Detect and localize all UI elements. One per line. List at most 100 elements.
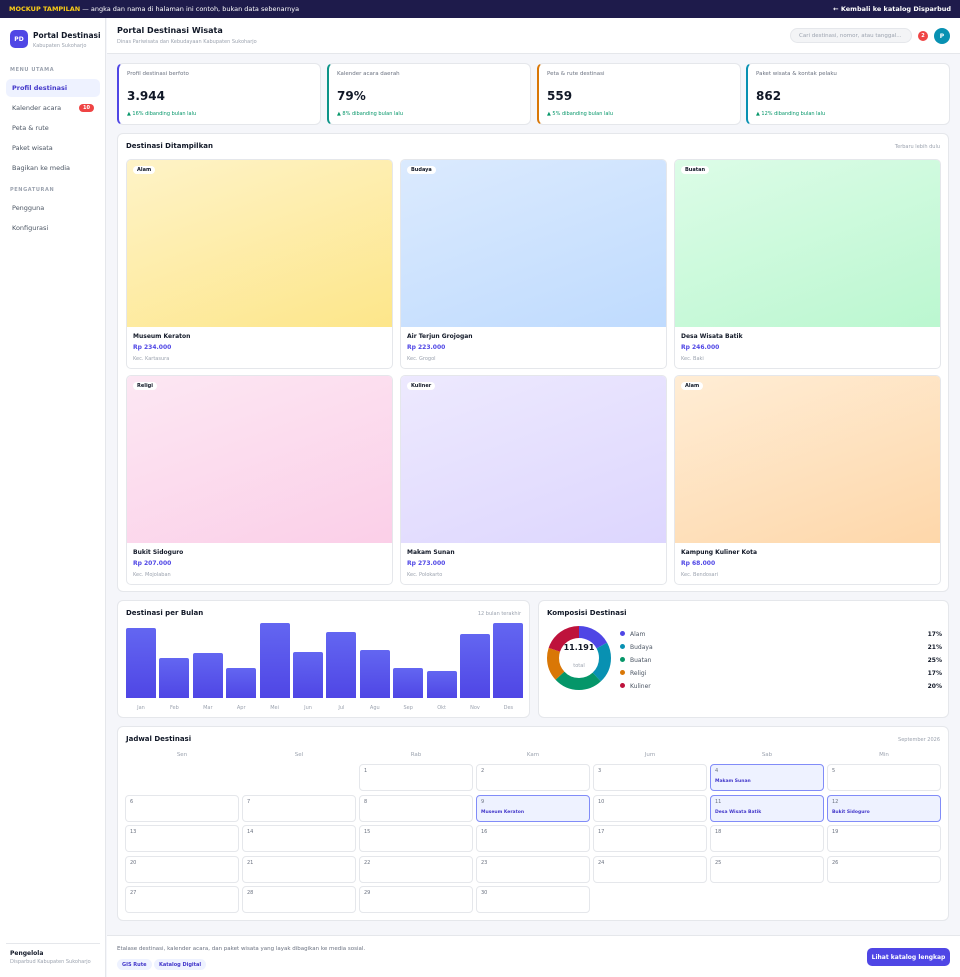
destination-location: Kec. Baki [681, 356, 704, 362]
sidebar-item-kalender-acara[interactable]: Kalender acara 10 [6, 99, 100, 117]
calendar-month: September 2026 [898, 737, 940, 743]
sidebar-item-profil-destinasi[interactable]: Profil destinasi [6, 79, 100, 97]
notification-badge[interactable]: 2 [918, 31, 928, 41]
bar-feb [159, 658, 190, 698]
calendar-event-day[interactable]: 11 Desa Wisata Batik [710, 794, 824, 822]
day-number: 9 [481, 798, 485, 805]
calendar-day[interactable]: 19 [827, 825, 941, 852]
sidebar-item-pengguna[interactable]: Pengguna [6, 199, 100, 217]
destination-name: Bukit Sidoguro [133, 549, 184, 556]
stat-change: ▲ 12% dibanding bulan lalu [756, 111, 826, 117]
donut-slice-religi [547, 626, 611, 690]
weekday-header: Sel [294, 752, 304, 758]
category-badge: Buatan [681, 166, 710, 174]
day-number: 10 [598, 798, 605, 805]
day-number: 20 [130, 859, 137, 866]
calendar-day[interactable]: 3 [593, 764, 707, 791]
calendar-event-day[interactable]: 9 Museum Keraton [476, 794, 590, 822]
destinations-sort-note: Terbaru lebih dulu [894, 144, 940, 150]
day-number: 18 [715, 829, 722, 835]
calendar-day[interactable]: 28 [242, 886, 356, 913]
calendar-day[interactable]: 17 [593, 825, 707, 852]
search-input[interactable]: Cari destinasi, nomor, atau tanggal... [790, 28, 912, 43]
calendar-day[interactable]: 10 [593, 794, 707, 822]
page-header: Portal Destinasi Wisata Dinas Pariwisata… [107, 18, 960, 54]
category-badge: Budaya [407, 166, 436, 174]
stat-label: Paket wisata & kontak pelaku [756, 71, 837, 77]
month-tick-label: Jan [137, 705, 145, 711]
calendar-day[interactable]: 2 [476, 764, 590, 791]
brand: PD Portal Destinasi Kabupaten Sukoharjo [10, 30, 101, 49]
legend-label: Buatan [630, 656, 652, 664]
day-number: 13 [130, 829, 137, 835]
stat-change: ▲ 16% dibanding bulan lalu [127, 111, 197, 117]
sidebar-item-paket-wisata[interactable]: Paket wisata [6, 139, 100, 157]
calendar-day[interactable]: 26 [827, 855, 941, 883]
destination-card[interactable]: Kuliner Makam Sunan Rp 273.000 Kec. Polokar… [400, 375, 667, 585]
calendar-event-day[interactable]: 4 Makam Sunan [710, 764, 824, 791]
destination-card[interactable]: Alam Kampung Kuliner Kota Rp 68.000 Kec. Be… [674, 375, 941, 585]
bar-apr [226, 668, 257, 698]
sidebar-item-label: Konfigurasi [12, 224, 49, 232]
calendar-day[interactable]: 24 [593, 855, 707, 883]
calendar-day[interactable]: 13 [125, 825, 239, 852]
destination-card[interactable]: Budaya Air Terjun Grojogan Rp 223.000 Kec. … [400, 159, 667, 369]
sidebar-item-label: Kalender acara [12, 104, 62, 112]
calendar-event-day[interactable]: 12 Bukit Sidoguro [827, 794, 941, 822]
sidebar-item-bagikan[interactable]: Bagikan ke media [6, 159, 100, 177]
category-badge: Alam [681, 382, 704, 390]
sidebar-item-peta-rute[interactable]: Peta & rute [6, 119, 100, 137]
stat-change: ▲ 5% dibanding bulan lalu [547, 111, 613, 117]
monthly-chart-title: Destinasi per Bulan [126, 609, 204, 617]
calendar-day[interactable]: 14 [242, 825, 356, 852]
avatar[interactable]: P [934, 28, 950, 44]
tag-gis-rute[interactable]: GIS Rute [117, 959, 152, 970]
month-tick-label: Nov [470, 705, 480, 711]
calendar-day[interactable]: 15 [359, 825, 473, 852]
calendar-title: Jadwal Destinasi [126, 735, 192, 743]
calendar-day[interactable]: 16 [476, 825, 590, 852]
mockup-tag: MOCKUP TAMPILAN [9, 5, 81, 13]
calendar-day[interactable]: 1 [359, 764, 473, 791]
day-number: 2 [481, 768, 485, 774]
back-to-catalog-link[interactable]: ← Kembali ke katalog Disparbud [833, 5, 951, 13]
weekday-header: Jum [644, 752, 656, 758]
day-number: 5 [832, 768, 836, 774]
calendar-day[interactable]: 7 [242, 794, 356, 822]
destination-card[interactable]: Religi Bukit Sidoguro Rp 207.000 Kec. Mojol… [126, 375, 393, 585]
mockup-banner: MOCKUP TAMPILAN — angka dan nama di hala… [0, 0, 960, 18]
destination-card[interactable]: Buatan Desa Wisata Batik Rp 246.000 Kec. Ba… [674, 159, 941, 369]
sidebar-item-label: Pengguna [12, 204, 45, 212]
calendar-day[interactable]: 21 [242, 855, 356, 883]
calendar-day[interactable]: 23 [476, 855, 590, 883]
calendar-day[interactable]: 22 [359, 855, 473, 883]
day-number: 23 [481, 859, 488, 866]
weekday-header: Rab [410, 752, 422, 758]
destination-card[interactable]: Alam Museum Keraton Rp 234.000 Kec. Kartasu… [126, 159, 393, 369]
calendar-day[interactable]: 18 [710, 825, 824, 852]
calendar-day[interactable]: 30 [476, 886, 590, 913]
legend-percent: 20% [927, 682, 942, 690]
calendar-day[interactable]: 5 [827, 764, 941, 791]
calendar-day[interactable]: 27 [125, 886, 239, 913]
tag-katalog-digital[interactable]: Katalog Digital [154, 959, 207, 970]
calendar-day[interactable]: 6 [125, 794, 239, 822]
calendar-day[interactable]: 25 [710, 855, 824, 883]
calendar-day[interactable]: 20 [125, 855, 239, 883]
view-full-catalog-button[interactable]: Lihat katalog lengkap [867, 948, 950, 966]
day-number: 15 [364, 829, 371, 835]
stat-value: 862 [756, 89, 782, 103]
calendar-day[interactable]: 8 [359, 794, 473, 822]
destination-location: Kec. Kartasura [133, 356, 170, 362]
destination-name: Makam Sunan [407, 549, 455, 556]
operator-org: Disparbud Kabupaten Sukoharjo [10, 959, 91, 965]
kalender-count-badge: 10 [79, 104, 94, 112]
calendar-day[interactable]: 29 [359, 886, 473, 913]
month-tick-label: Mar [203, 705, 213, 711]
weekday-header: Sab [761, 752, 773, 758]
sidebar-item-konfigurasi[interactable]: Konfigurasi [6, 219, 100, 237]
stat-value: 559 [547, 89, 573, 103]
event-label: Desa Wisata Batik [715, 809, 762, 815]
legend-item-religi: Religi 17% [620, 668, 942, 678]
day-number: 19 [832, 829, 839, 835]
